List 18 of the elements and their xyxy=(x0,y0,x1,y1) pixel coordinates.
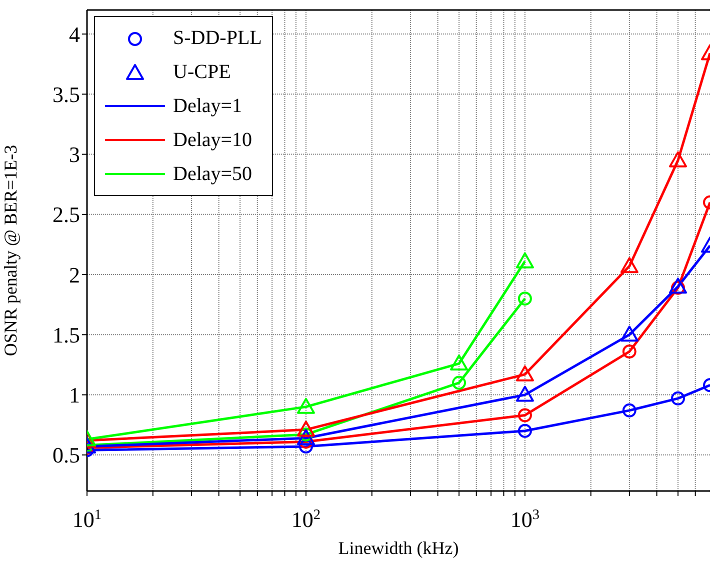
y-tick-label: 4 xyxy=(69,22,80,47)
legend-label: U-CPE xyxy=(173,60,231,84)
y-tick-label: 3 xyxy=(69,142,80,168)
y-tick-label: 1.5 xyxy=(52,322,80,348)
x-tick-label: 10$^{1}$ xyxy=(72,507,102,532)
y-tick-label: 2.5 xyxy=(52,202,80,228)
y-tick-label: 3.5 xyxy=(52,82,80,107)
legend-label: Delay=10 xyxy=(173,128,252,152)
y-axis-title: OSNR penalty @ BER=1E-3 xyxy=(0,144,20,356)
legend-label: S-DD-PLL xyxy=(173,26,262,50)
y-tick-label: 0.5 xyxy=(52,442,80,468)
x-tick-label: 10$^{3}$ xyxy=(510,507,540,532)
legend-label: Delay=50 xyxy=(173,162,252,186)
y-tick-label: 2 xyxy=(69,262,80,288)
x-tick-label: 10$^{2}$ xyxy=(291,507,321,532)
x-axis-title: Linewidth (kHz) xyxy=(338,538,459,558)
y-tick-label: 1 xyxy=(69,382,80,408)
legend-label: Delay=1 xyxy=(173,94,242,118)
